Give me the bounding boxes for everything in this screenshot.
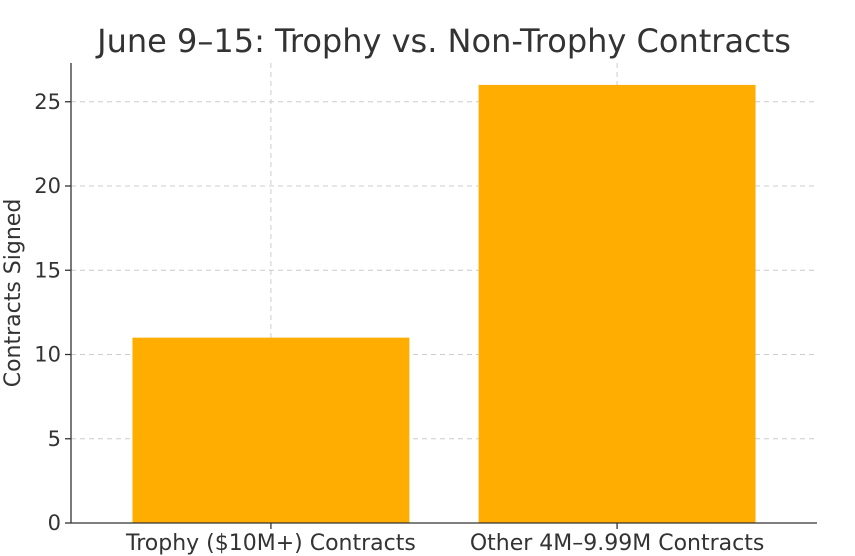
y-axis-label: Contracts Signed xyxy=(1,199,26,388)
bars xyxy=(132,84,756,524)
y-tick-label: 25 xyxy=(34,90,61,114)
y-tick-label: 15 xyxy=(34,258,61,282)
x-ticks: Trophy ($10M+) Contracts Other 4M–9.99M C… xyxy=(125,523,764,556)
y-tick-label: 0 xyxy=(48,511,61,535)
y-ticks: 0 5 10 15 20 25 xyxy=(34,90,71,535)
x-tick-label: Trophy ($10M+) Contracts xyxy=(125,531,416,556)
axes xyxy=(70,63,817,524)
y-tick-label: 20 xyxy=(34,174,61,198)
x-tick-label: Other 4M–9.99M Contracts xyxy=(470,531,765,556)
y-tick-label: 10 xyxy=(34,343,61,367)
y-tick-label: 5 xyxy=(48,427,61,451)
chart-title: June 9–15: Trophy vs. Non-Trophy Contrac… xyxy=(95,22,791,60)
bar-2 xyxy=(478,84,756,524)
bar-1 xyxy=(132,337,410,523)
